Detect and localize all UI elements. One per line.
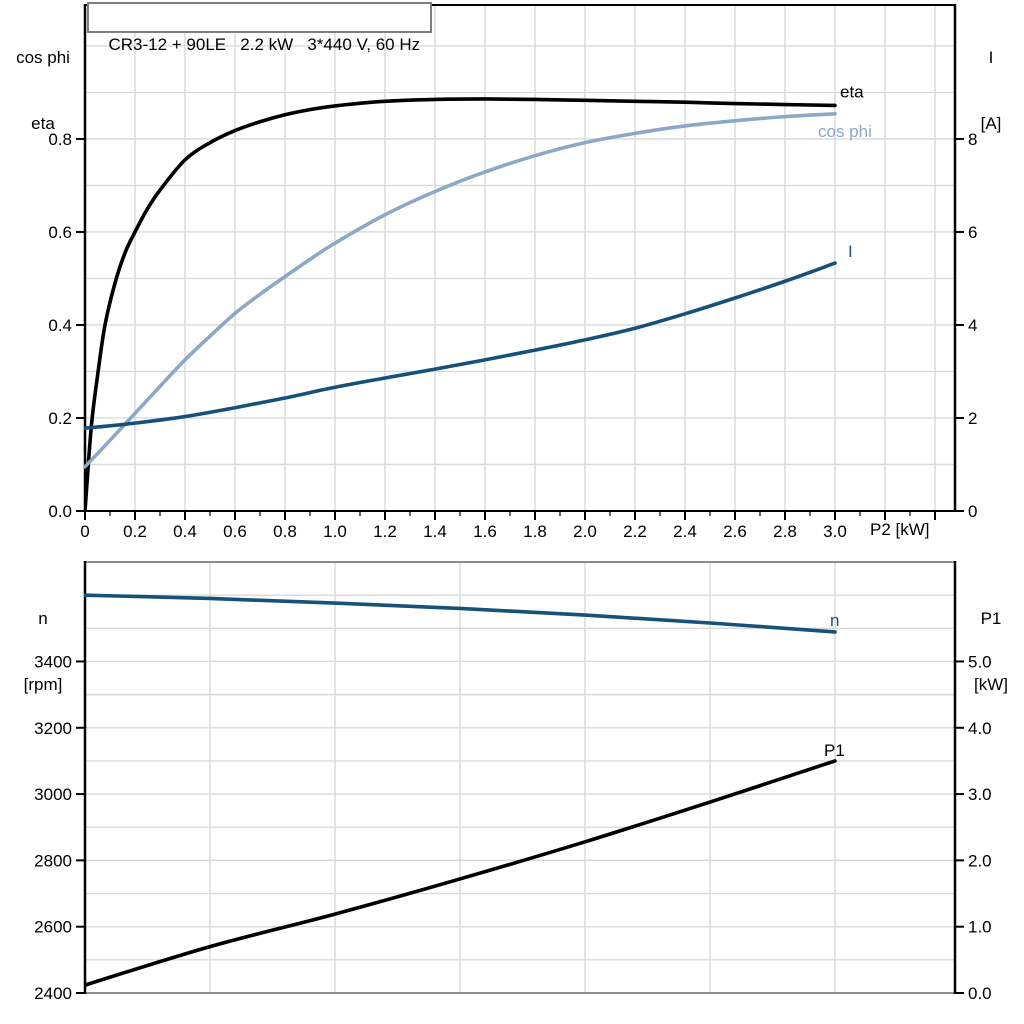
right-tick-label: 2 xyxy=(968,409,977,428)
left-tick-label: 2600 xyxy=(34,918,72,937)
curve-label-P1: P1 xyxy=(824,741,845,760)
right-axis-ticks: 0 2 4 6 8 xyxy=(955,130,977,521)
right-tick-label: 8 xyxy=(968,130,977,149)
curve-label-eta: eta xyxy=(840,82,864,101)
x-tick-label: 0.2 xyxy=(123,522,147,541)
chart-title-box: CR3-12 + 90LE 2.2 kW 3*440 V, 60 Hz xyxy=(87,2,433,54)
gridlines xyxy=(85,561,955,993)
top-left-axis-title: cos phi eta xyxy=(2,3,84,157)
curve-label-n: n xyxy=(830,611,839,630)
left-tick-label: 3400 xyxy=(34,652,72,671)
x-tick-label: 1.0 xyxy=(323,522,347,541)
right-tick-label: 4 xyxy=(968,316,977,335)
current-axis-name: I xyxy=(988,48,994,67)
x-tick-label: 3.0 xyxy=(823,522,847,541)
p1-axis-unit: [kW] xyxy=(974,675,1008,694)
speed-axis-unit: [rpm] xyxy=(23,675,63,694)
left-axis-ticks: 2400 2600 2800 3000 3200 3400 xyxy=(34,652,85,1003)
plot-frame xyxy=(83,4,957,512)
x-tick-label: 2.6 xyxy=(723,522,747,541)
current-axis-unit: [A] xyxy=(980,114,1002,133)
x-tick-label: 1.6 xyxy=(473,522,497,541)
right-tick-label: 3.0 xyxy=(968,785,992,804)
right-tick-label: 1.0 xyxy=(968,918,992,937)
left-tick-label: 0.4 xyxy=(48,316,72,335)
x-tick-label: 2.8 xyxy=(773,522,797,541)
x-tick-label: 0.6 xyxy=(223,522,247,541)
left-tick-label: 3200 xyxy=(34,719,72,738)
x-tick-label: 1.4 xyxy=(423,522,447,541)
right-tick-label: 5.0 xyxy=(968,652,992,671)
p1-axis-name: P1 xyxy=(980,609,1002,628)
x-tick-label: 2.2 xyxy=(623,522,647,541)
chart-title-text: CR3-12 + 90LE 2.2 kW 3*440 V, 60 Hz xyxy=(108,35,421,54)
x-tick-label: 0.8 xyxy=(273,522,297,541)
plot-frame xyxy=(83,561,957,994)
chart-top: 0 0.2 0.4 0.6 0.8 1.0 1.2 1.4 1.6 1.8 2.0 2.2 2.4 2.6… xyxy=(48,4,977,541)
x-tick-label: 2.0 xyxy=(573,522,597,541)
gridlines xyxy=(85,5,955,511)
speed-axis-name: n xyxy=(38,609,48,628)
bottom-right-axis-title: P1 [kW] xyxy=(958,564,1024,718)
top-right-axis-title: I [A] xyxy=(958,3,1024,157)
cos-phi-axis-name: cos phi xyxy=(16,48,70,67)
right-tick-label: 4.0 xyxy=(968,719,992,738)
right-tick-label: 6 xyxy=(968,223,977,242)
curve-I xyxy=(84,261,837,431)
curve-n xyxy=(84,593,837,634)
left-tick-label: 0.0 xyxy=(48,502,72,521)
left-tick-label: 2800 xyxy=(34,851,72,870)
curve-eta xyxy=(84,97,837,512)
x-tick-label: 0 xyxy=(80,522,89,541)
x-axis-label: P2 [kW] xyxy=(870,520,930,539)
eta-axis-name: eta xyxy=(31,114,55,133)
x-tick-label: 1.8 xyxy=(523,522,547,541)
curve-label-I: I xyxy=(848,242,853,261)
left-tick-label: 0.2 xyxy=(48,409,72,428)
x-tick-label: 2.4 xyxy=(673,522,697,541)
x-tick-label: 1.2 xyxy=(373,522,397,541)
curve-P1 xyxy=(84,759,837,987)
curve-cos-phi xyxy=(84,112,837,469)
right-tick-label: 0.0 xyxy=(968,984,992,1003)
left-tick-label: 0.8 xyxy=(48,130,72,149)
left-tick-label: 3000 xyxy=(34,785,72,804)
bottom-left-axis-title: n [rpm] xyxy=(2,564,84,718)
left-tick-label: 2400 xyxy=(34,984,72,1003)
right-axis-ticks: 0.0 1.0 2.0 3.0 4.0 5.0 xyxy=(955,652,992,1003)
left-axis-ticks: 0.0 0.2 0.4 0.6 0.8 xyxy=(48,130,85,521)
left-tick-label: 0.6 xyxy=(48,223,72,242)
right-tick-label: 0 xyxy=(968,502,977,521)
chart-bottom: 2400 2600 2800 3000 3200 3400 0.0 1.0 2.0 3.0 4.0 5… xyxy=(34,561,992,1003)
series-curves xyxy=(84,593,837,987)
right-tick-label: 2.0 xyxy=(968,851,992,870)
x-tick-label: 0.4 xyxy=(173,522,197,541)
curve-label-cos-phi: cos phi xyxy=(818,122,872,141)
x-axis-ticks: 0 0.2 0.4 0.6 0.8 1.0 1.2 1.4 1.6 1.8 2.0 2.2 2.4 2.6… xyxy=(80,511,936,541)
series-curves xyxy=(84,97,837,512)
